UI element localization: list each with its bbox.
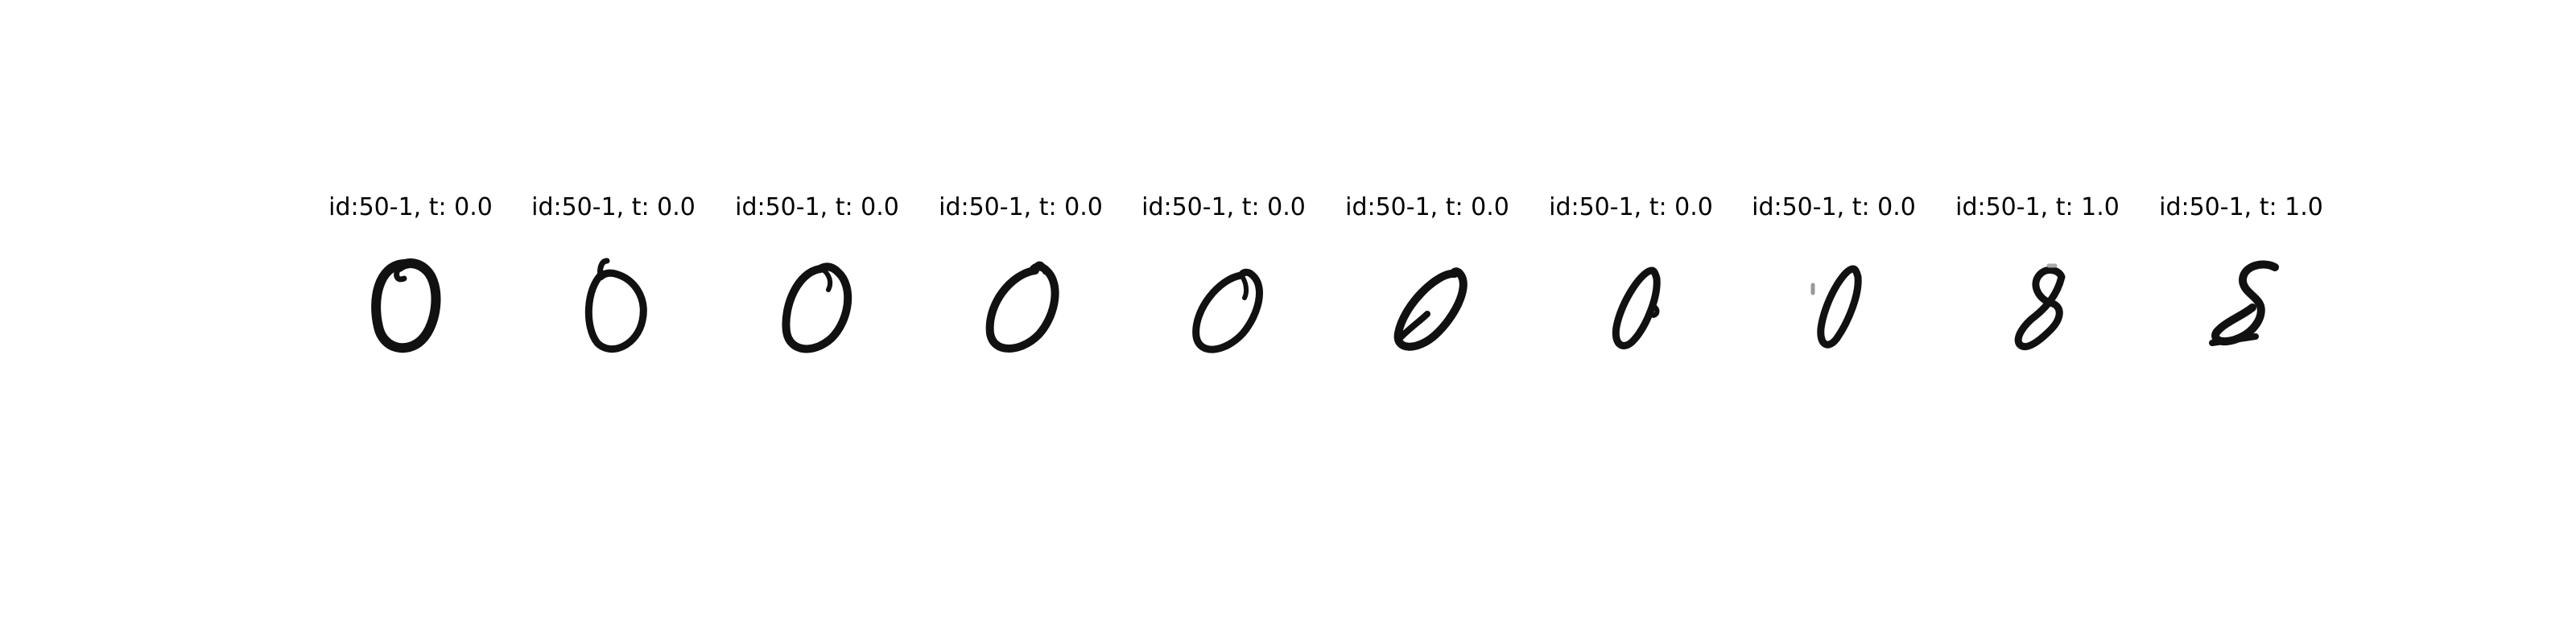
image-panel: id:50-1, t: 0.0	[509, 193, 718, 394]
image-panel: id:50-1, t: 1.0	[2136, 193, 2346, 394]
digit-zero-upright-icon	[371, 258, 441, 353]
digit-zero-narrow-icon	[1612, 266, 1661, 349]
image-panel: id:50-1, t: 0.0	[916, 193, 1125, 394]
panel-title: id:50-1, t: 0.0	[939, 193, 1103, 221]
panel-title: id:50-1, t: 0.0	[735, 193, 899, 221]
panel-title: id:50-1, t: 0.0	[1752, 193, 1916, 221]
digit-zero-tilted-icon	[1192, 268, 1263, 353]
panel-title: id:50-1, t: 1.0	[1955, 193, 2120, 221]
digit-zero-tilted-icon	[985, 261, 1059, 353]
digit-zero-tilted-icon	[782, 262, 852, 353]
image-panel: id:50-1, t: 0.0	[306, 193, 515, 394]
panel-title: id:50-1, t: 1.0	[2159, 193, 2323, 221]
digit-zero-leaning-icon	[1393, 267, 1468, 351]
panel-title: id:50-1, t: 0.0	[1345, 193, 1509, 221]
digit-zero-narrow-icon	[1810, 265, 1862, 349]
panel-title: id:50-1, t: 0.0	[531, 193, 696, 221]
image-panel: id:50-1, t: 1.0	[1933, 193, 2142, 394]
digit-eight-icon	[2014, 263, 2066, 351]
panel-title: id:50-1, t: 0.0	[1141, 193, 1306, 221]
digit-zero-slight-tilt-icon	[584, 258, 647, 353]
panel-title: id:50-1, t: 0.0	[1549, 193, 1713, 221]
image-panel: id:50-1, t: 0.0	[1526, 193, 1736, 394]
image-panel: id:50-1, t: 0.0	[1119, 193, 1328, 394]
image-panel: id:50-1, t: 0.0	[1323, 193, 1532, 394]
image-panel: id:50-1, t: 0.0	[712, 193, 922, 394]
panel-title: id:50-1, t: 0.0	[328, 193, 493, 221]
image-panel: id:50-1, t: 0.0	[1729, 193, 1938, 394]
digit-eight-icon	[2209, 260, 2279, 346]
